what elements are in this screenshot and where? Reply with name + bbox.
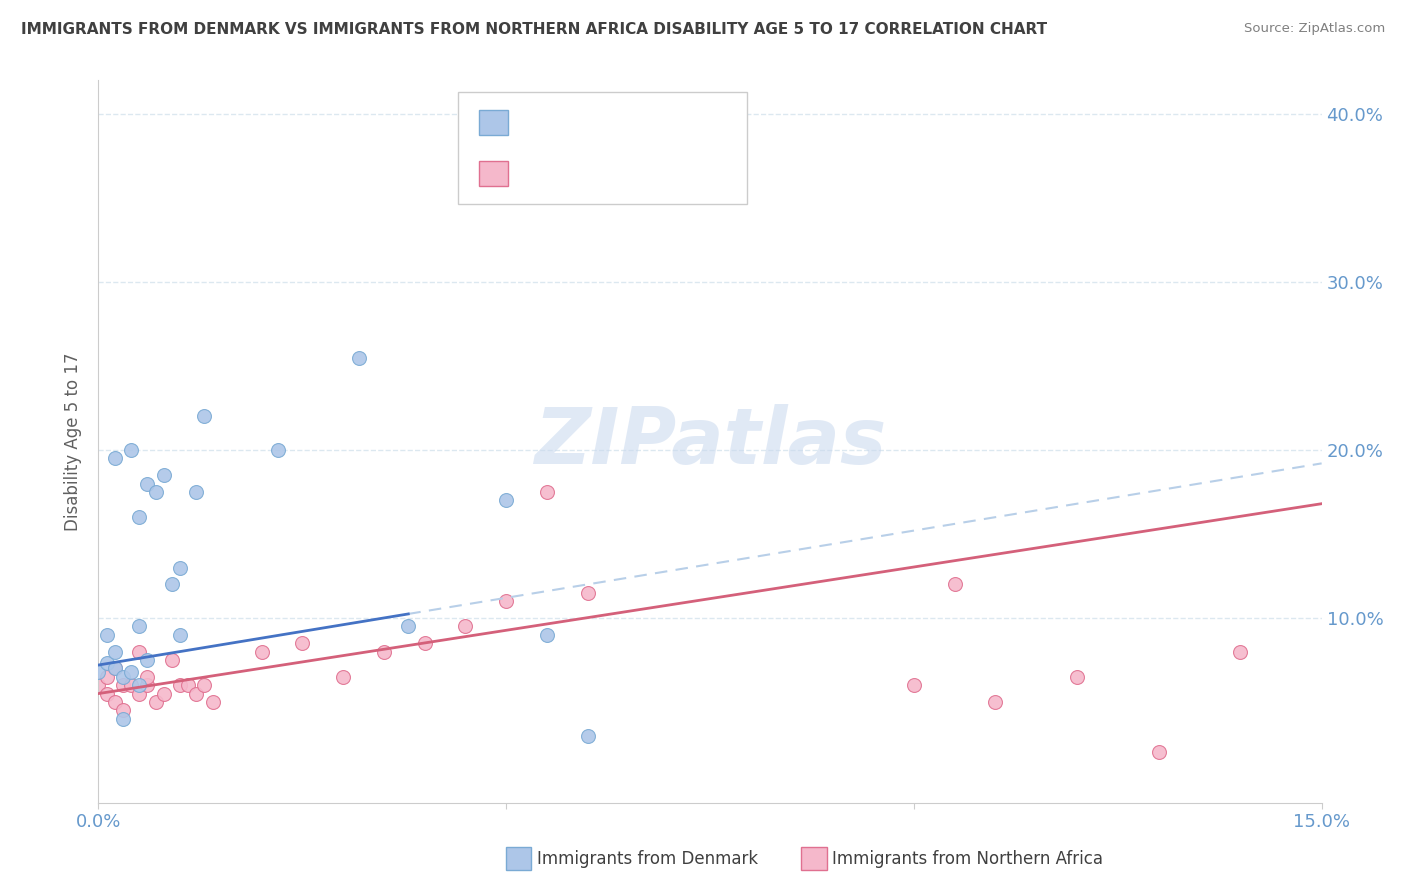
Point <box>349 351 371 365</box>
Text: IMMIGRANTS FROM DENMARK VS IMMIGRANTS FROM NORTHERN AFRICA DISABILITY AGE 5 TO 1: IMMIGRANTS FROM DENMARK VS IMMIGRANTS FR… <box>21 22 1047 37</box>
Point <box>111 703 134 717</box>
Point <box>87 678 110 692</box>
Point <box>145 695 167 709</box>
Point <box>96 657 118 671</box>
Point <box>128 644 150 658</box>
Point <box>128 678 150 692</box>
Point <box>1229 644 1251 658</box>
Point <box>120 665 142 679</box>
Point <box>413 636 436 650</box>
Point <box>160 577 183 591</box>
Point <box>111 712 134 726</box>
Point <box>136 678 159 692</box>
Point <box>111 670 134 684</box>
Point <box>291 636 314 650</box>
Text: Immigrants from Northern Africa: Immigrants from Northern Africa <box>832 850 1104 868</box>
Point <box>96 670 118 684</box>
Point <box>903 678 925 692</box>
Point <box>536 628 558 642</box>
Point <box>1066 670 1088 684</box>
Point <box>104 644 127 658</box>
Text: 35: 35 <box>645 166 671 184</box>
Text: 28: 28 <box>645 115 671 133</box>
Point <box>104 695 127 709</box>
Point <box>120 678 142 692</box>
Point <box>169 678 191 692</box>
Point <box>128 687 150 701</box>
Point <box>495 594 517 608</box>
Point <box>943 577 966 591</box>
Point <box>332 670 354 684</box>
Point <box>396 619 419 633</box>
Point <box>373 644 395 658</box>
Point <box>1147 745 1170 759</box>
Point <box>495 493 517 508</box>
Y-axis label: Disability Age 5 to 17: Disability Age 5 to 17 <box>65 352 83 531</box>
Point <box>250 644 273 658</box>
Point <box>111 678 134 692</box>
Point <box>128 619 150 633</box>
Text: 0.247: 0.247 <box>558 166 614 184</box>
Point <box>160 653 183 667</box>
Point <box>104 661 127 675</box>
Text: R =: R = <box>519 115 558 133</box>
Point <box>104 451 127 466</box>
Text: 0.368: 0.368 <box>558 115 616 133</box>
Point <box>128 510 150 524</box>
Text: Source: ZipAtlas.com: Source: ZipAtlas.com <box>1244 22 1385 36</box>
Text: R =: R = <box>519 166 558 184</box>
Text: N =: N = <box>610 115 662 133</box>
Point <box>267 442 290 457</box>
Point <box>136 670 159 684</box>
Point <box>536 485 558 500</box>
Point <box>104 661 127 675</box>
Point <box>169 628 191 642</box>
Point <box>193 678 215 692</box>
Point <box>96 628 118 642</box>
Point <box>193 409 215 424</box>
Point <box>136 476 159 491</box>
Point <box>576 729 599 743</box>
Text: ZIPatlas: ZIPatlas <box>534 403 886 480</box>
Point <box>186 485 208 500</box>
Point <box>169 560 191 574</box>
Point <box>177 678 200 692</box>
Text: N =: N = <box>610 166 662 184</box>
Point <box>145 485 167 500</box>
Point <box>186 687 208 701</box>
Point <box>576 586 599 600</box>
Point <box>136 653 159 667</box>
Point <box>87 665 110 679</box>
Text: Immigrants from Denmark: Immigrants from Denmark <box>537 850 758 868</box>
Point <box>120 442 142 457</box>
Point <box>152 468 174 483</box>
Point <box>96 687 118 701</box>
Point <box>201 695 224 709</box>
Point <box>454 619 477 633</box>
Point <box>152 687 174 701</box>
Point <box>984 695 1007 709</box>
